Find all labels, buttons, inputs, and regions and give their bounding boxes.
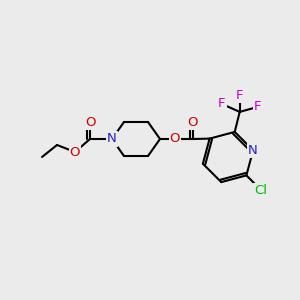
Text: O: O [170, 133, 180, 146]
Text: O: O [70, 146, 80, 158]
Text: F: F [236, 89, 244, 102]
Text: F: F [254, 100, 262, 113]
Text: O: O [188, 116, 198, 128]
Text: F: F [218, 98, 226, 110]
Text: Cl: Cl [254, 184, 267, 197]
Text: N: N [248, 144, 258, 157]
Text: O: O [85, 116, 95, 128]
Text: N: N [107, 133, 117, 146]
